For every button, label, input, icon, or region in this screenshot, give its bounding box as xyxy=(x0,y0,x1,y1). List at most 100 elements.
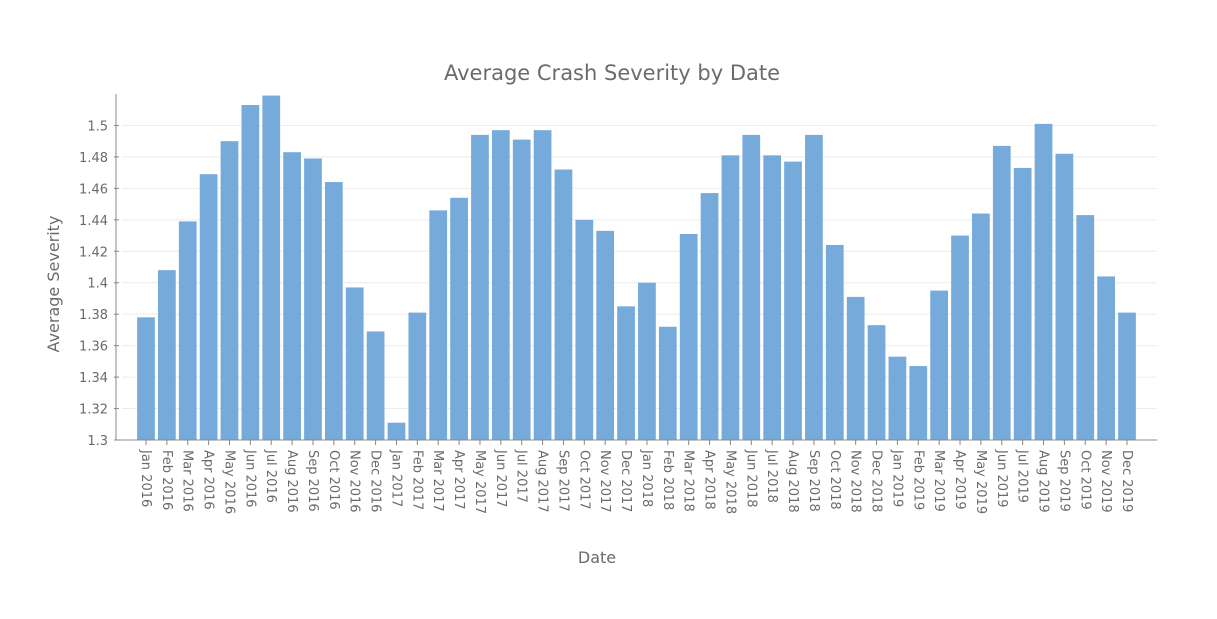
x-tick-label: Jun 2017 xyxy=(493,449,508,508)
x-tick-label: Jun 2019 xyxy=(994,449,1009,508)
x-tick-label: Feb 2016 xyxy=(159,450,174,510)
bar[interactable] xyxy=(137,317,155,440)
bar[interactable] xyxy=(283,152,301,440)
bar[interactable] xyxy=(638,282,656,440)
bar[interactable] xyxy=(930,290,949,440)
bar[interactable] xyxy=(199,174,218,440)
x-tick-label: Feb 2019 xyxy=(910,450,925,510)
bar[interactable] xyxy=(658,326,677,440)
bar[interactable] xyxy=(1034,123,1053,440)
bar[interactable] xyxy=(450,197,468,440)
x-tick-label: Sep 2019 xyxy=(1056,450,1071,512)
bar[interactable] xyxy=(805,134,823,440)
x-tick-label: Apr 2016 xyxy=(201,450,216,510)
x-tick-label: Dec 2018 xyxy=(869,450,884,512)
y-tick-label: 1.32 xyxy=(79,403,108,418)
x-tick-label: Dec 2017 xyxy=(618,450,633,512)
bar[interactable] xyxy=(742,134,761,440)
y-tick-label: 1.44 xyxy=(79,214,108,229)
x-tick-label: Nov 2018 xyxy=(848,450,863,513)
bar[interactable] xyxy=(429,210,448,440)
bar[interactable] xyxy=(721,155,740,440)
bar[interactable] xyxy=(909,366,928,440)
x-tick-label: Jul 2016 xyxy=(263,449,278,503)
y-tick-label: 1.46 xyxy=(79,182,108,197)
bar[interactable] xyxy=(888,356,907,440)
bar[interactable] xyxy=(512,139,531,441)
x-tick-labels: Jan 2016 Feb 2016 Mar 2016 Apr 2016 May 2016… xyxy=(138,449,1134,514)
y-tick-label: 1.34 xyxy=(79,371,108,386)
y-axis-title: Average Severity xyxy=(44,216,63,353)
y-tick-label: 1.42 xyxy=(79,245,108,260)
x-axis-title: Date xyxy=(578,548,616,567)
x-tick-label: Oct 2017 xyxy=(576,450,591,510)
x-tick-label: Mar 2018 xyxy=(681,450,696,512)
chart-title: Average Crash Severity by Date xyxy=(444,61,780,85)
bar[interactable] xyxy=(471,134,489,440)
bar[interactable] xyxy=(700,193,719,440)
x-tick-label: Aug 2017 xyxy=(535,450,550,513)
y-tick-label: 1.36 xyxy=(79,340,108,355)
y-tick-label: 1.3 xyxy=(87,434,108,449)
y-tick-labels: 1.3 1.32 1.34 1.36 1.38 1.4 1.42 1.44 1.46 1.48 1.… xyxy=(79,119,108,449)
bar[interactable] xyxy=(679,233,698,440)
bar[interactable] xyxy=(1076,215,1095,440)
bar[interactable] xyxy=(366,331,385,440)
bar[interactable] xyxy=(1097,276,1115,440)
bar[interactable] xyxy=(1055,153,1074,440)
x-tick-label: Mar 2016 xyxy=(180,450,195,512)
bar[interactable] xyxy=(178,221,197,440)
x-tick-label: Aug 2019 xyxy=(1036,450,1051,513)
bar[interactable] xyxy=(763,155,782,440)
x-tick-label: Jan 2018 xyxy=(639,449,654,507)
bar[interactable] xyxy=(575,219,594,440)
bar[interactable] xyxy=(262,95,281,440)
bar[interactable] xyxy=(554,169,573,440)
x-tick-label: Jan 2017 xyxy=(388,449,403,507)
x-tick-label: Sep 2018 xyxy=(806,450,821,512)
bar[interactable] xyxy=(491,130,510,440)
bar[interactable] xyxy=(972,213,990,440)
bar[interactable] xyxy=(387,422,406,440)
x-tick-label: Aug 2016 xyxy=(284,450,299,513)
bar[interactable] xyxy=(1013,167,1032,440)
bar[interactable] xyxy=(241,105,260,440)
bar[interactable] xyxy=(345,287,364,440)
bar[interactable] xyxy=(408,312,427,440)
bar[interactable] xyxy=(220,141,239,440)
x-tick-label: Oct 2019 xyxy=(1077,450,1092,510)
x-tick-label: Feb 2018 xyxy=(660,450,675,510)
bar[interactable] xyxy=(992,145,1011,440)
x-tick-label: May 2016 xyxy=(221,450,236,514)
bar[interactable] xyxy=(951,235,969,440)
bar[interactable] xyxy=(867,325,886,440)
bar[interactable] xyxy=(596,230,615,440)
bar[interactable] xyxy=(846,296,865,440)
bar[interactable] xyxy=(158,270,176,440)
bar[interactable] xyxy=(617,306,635,440)
bar[interactable] xyxy=(825,244,844,440)
bar[interactable] xyxy=(324,182,343,440)
x-tick-label: Mar 2019 xyxy=(931,450,946,512)
x-tick-label: Feb 2017 xyxy=(409,450,424,510)
y-tick-label: 1.4 xyxy=(87,277,108,292)
x-tick-label: Dec 2019 xyxy=(1119,450,1134,512)
x-tick-label: Nov 2016 xyxy=(347,450,362,513)
x-tick-label: Jul 2017 xyxy=(514,449,529,503)
bar[interactable] xyxy=(304,158,322,440)
x-tick-label: Apr 2018 xyxy=(702,450,717,510)
x-tick-label: Sep 2016 xyxy=(305,450,320,512)
x-tick-label: Jan 2019 xyxy=(889,449,904,507)
bar[interactable] xyxy=(533,130,552,440)
bar[interactable] xyxy=(1118,312,1136,440)
x-tick-label: Oct 2016 xyxy=(326,450,341,510)
x-tick-label: Apr 2019 xyxy=(952,450,967,510)
x-tick-label: Apr 2017 xyxy=(451,450,466,510)
x-tick-label: Sep 2017 xyxy=(555,450,570,512)
x-tick-label: Nov 2017 xyxy=(597,450,612,513)
x-tick-label: Jun 2016 xyxy=(242,449,257,508)
x-tick-label: Aug 2018 xyxy=(785,450,800,513)
bar[interactable] xyxy=(784,161,802,441)
